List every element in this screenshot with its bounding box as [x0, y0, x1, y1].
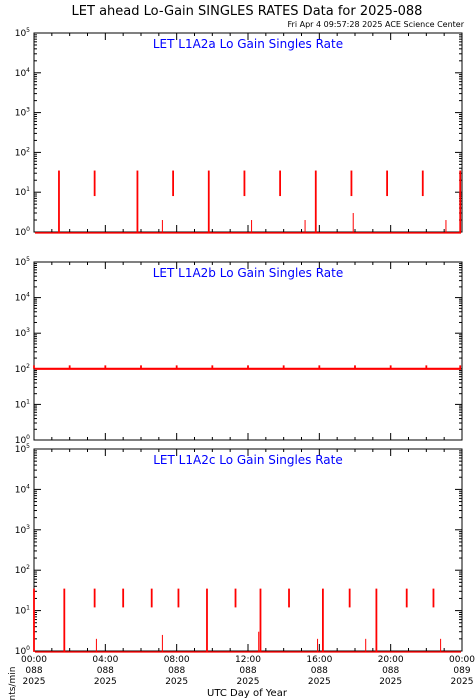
x-tick-time: 08:00	[164, 655, 190, 665]
panel-title: LET L1A2c Lo Gain Singles Rate	[153, 453, 343, 467]
x-tick-time: 00:00	[21, 655, 47, 665]
y-tick-label: 104	[15, 67, 30, 79]
x-tick-time: 16:00	[306, 655, 332, 665]
panel-title: LET L1A2a Lo Gain Singles Rate	[153, 37, 343, 51]
chart-panels: 100 101 102 103 104 105 LET L1A2a Lo Gain Sing…	[15, 27, 463, 657]
x-tick-doy: 088	[97, 666, 114, 676]
x-tick-year: 2025	[23, 677, 46, 687]
y-tick-label: 103	[15, 327, 30, 339]
x-tick-doy: 088	[311, 666, 328, 676]
y-tick-label: 104	[15, 292, 30, 304]
x-tick-labels: 00:00088202504:00088202508:00088202512:0…	[21, 655, 475, 687]
y-tick-label: 103	[15, 107, 30, 119]
y-tick-label: 103	[15, 524, 30, 536]
y-tick-label: 101	[15, 605, 30, 617]
x-axis-label: UTC Day of Year	[207, 688, 288, 699]
y-tick-label: 101	[15, 398, 30, 410]
y-tick-label: 102	[15, 363, 30, 375]
chart-title: LET ahead Lo-Gain SINGLES RATES Data for…	[72, 4, 423, 19]
x-tick-time: 12:00	[235, 655, 261, 665]
y-tick-label: 105	[15, 27, 30, 39]
panel-3: 100 101 102 103 104 105 LET L1A2c Lo Gain Sing…	[15, 443, 463, 657]
x-tick-year: 2025	[308, 677, 331, 687]
x-tick-year: 2025	[94, 677, 117, 687]
x-tick-doy: 088	[382, 666, 399, 676]
x-tick-time: 20:00	[378, 655, 404, 665]
x-tick-year: 2025	[165, 677, 188, 687]
x-tick-year: 2025	[237, 677, 260, 687]
x-tick-time: 04:00	[92, 655, 118, 665]
panel-title: LET L1A2b Lo Gain Singles Rate	[153, 266, 344, 280]
x-tick-year: 2025	[379, 677, 402, 687]
y-tick-label: 102	[15, 146, 30, 158]
y-axis-label: Counts/min	[8, 667, 18, 700]
x-tick-doy: 088	[25, 666, 42, 676]
y-tick-label: 101	[15, 186, 30, 198]
y-tick-label: 104	[15, 483, 30, 495]
y-tick-label: 102	[15, 564, 30, 576]
timestamp-label: Fri Apr 4 09:57:28 2025 ACE Science Cent…	[288, 20, 465, 29]
x-tick-doy: 089	[453, 666, 470, 676]
y-tick-label: 100	[15, 645, 30, 657]
x-tick-year: 2025	[451, 677, 474, 687]
y-tick-label: 100	[15, 226, 30, 238]
x-tick-doy: 088	[168, 666, 185, 676]
x-tick-time: 00:00	[449, 655, 475, 665]
y-tick-label: 100	[15, 434, 30, 446]
y-tick-label: 105	[15, 256, 30, 268]
panel-1: 100 101 102 103 104 105 LET L1A2a Lo Gain Sing…	[15, 27, 463, 238]
y-tick-label: 105	[15, 443, 30, 455]
panel-2: 100 101 102 103 104 105 LET L1A2b Lo Gain Sing…	[15, 256, 463, 446]
x-tick-doy: 088	[239, 666, 256, 676]
